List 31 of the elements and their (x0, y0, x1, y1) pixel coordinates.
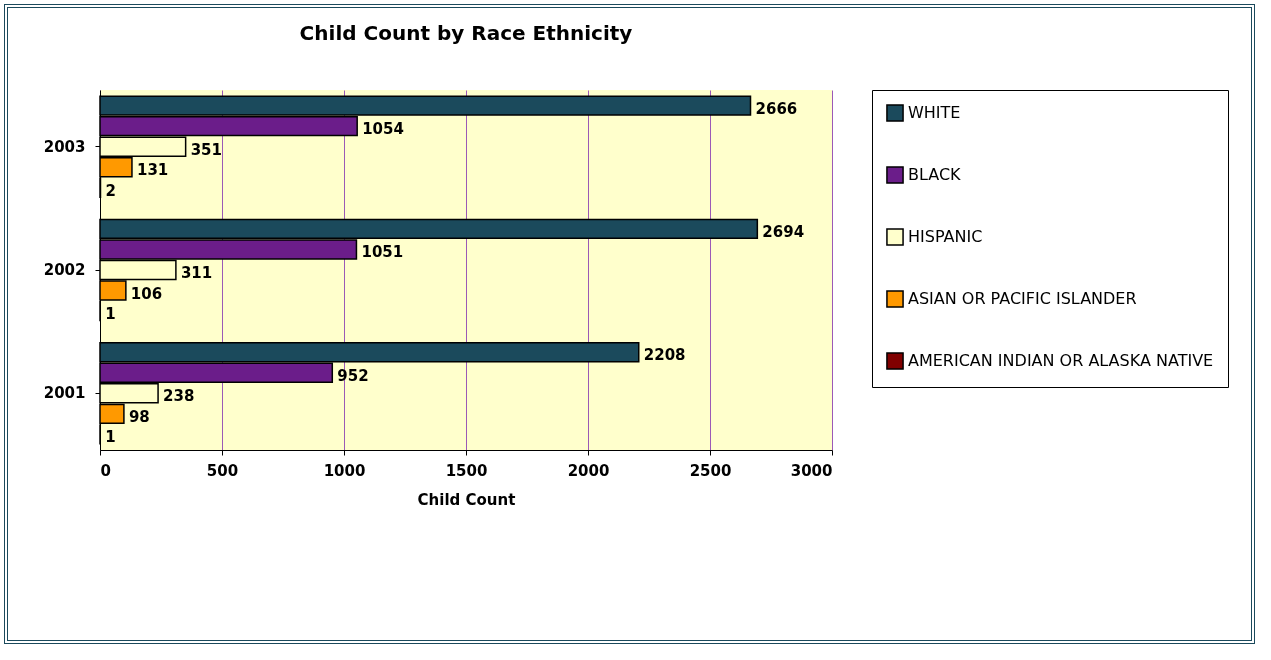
legend-label: ASIAN OR PACIFIC ISLANDER (908, 289, 1137, 308)
data-label: 131 (136, 161, 169, 180)
x-tick-label: 2000 (567, 461, 610, 480)
legend-label: AMERICAN INDIAN OR ALASKA NATIVE (908, 351, 1214, 370)
chart-title: Child Count by Race Ethnicity (299, 20, 633, 45)
data-label: 2208 (643, 346, 686, 365)
data-label: 1054 (362, 120, 404, 139)
x-tick-label: 1000 (323, 461, 366, 480)
data-label: 1051 (361, 243, 404, 262)
data-label: 1 (105, 428, 116, 447)
data-label: 238 (163, 387, 195, 406)
x-tick-label: 1500 (445, 461, 488, 480)
data-label: 106 (130, 284, 163, 303)
data-label: 2 (105, 181, 116, 200)
legend-label: BLACK (908, 165, 962, 184)
legend-label: WHITE (908, 103, 961, 122)
data-label: 2666 (755, 99, 798, 118)
y-tick-label: 2001 (43, 384, 86, 403)
x-tick-label: 500 (206, 461, 239, 480)
x-tick-label: 3000 (790, 461, 833, 480)
legend-label: HISPANIC (908, 227, 983, 246)
y-tick-label: 2002 (43, 261, 86, 279)
y-tick-label: 2003 (43, 137, 86, 156)
data-label: 1 (105, 305, 116, 324)
x-axis-title: Child Count (417, 490, 516, 509)
x-tick-label: 2500 (689, 461, 732, 480)
x-tick-label: 0 (100, 461, 111, 480)
data-label: 2694 (762, 222, 805, 241)
data-label: 311 (180, 264, 213, 282)
data-label: 351 (190, 140, 222, 159)
data-label: 98 (128, 407, 150, 426)
